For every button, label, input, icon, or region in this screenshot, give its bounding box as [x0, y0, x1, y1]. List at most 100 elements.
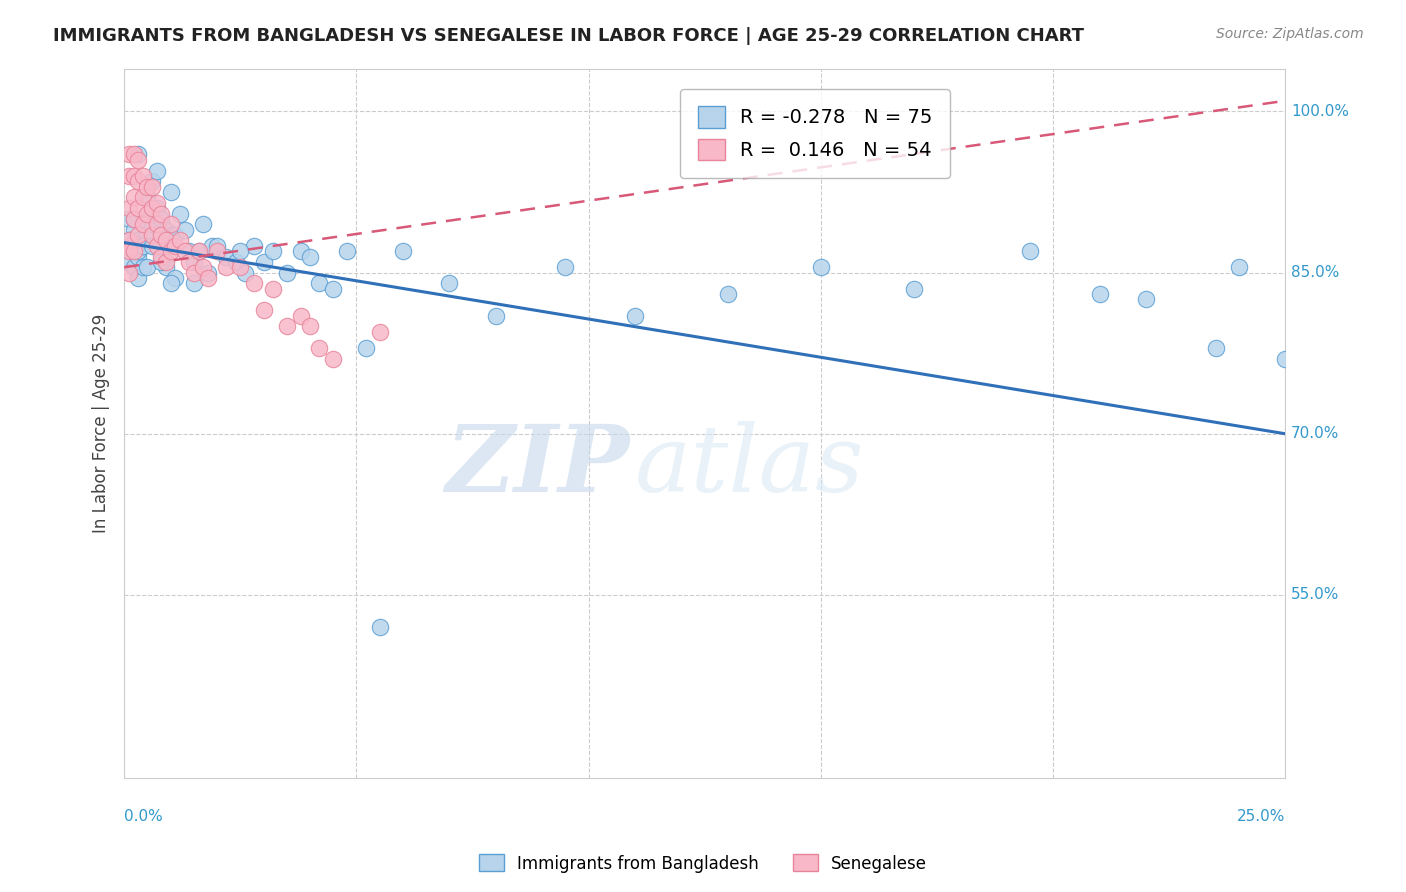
Point — [118, 169, 141, 183]
Point — [136, 227, 159, 242]
Point — [183, 266, 205, 280]
Point — [150, 211, 173, 226]
Point — [132, 211, 155, 226]
Point — [1135, 293, 1157, 307]
Point — [118, 255, 141, 269]
Point — [145, 239, 167, 253]
Point — [155, 260, 177, 275]
Text: 25.0%: 25.0% — [1237, 809, 1285, 824]
Point — [118, 147, 141, 161]
Point — [165, 271, 187, 285]
Point — [322, 351, 344, 366]
Point — [136, 206, 159, 220]
Point — [118, 266, 141, 280]
Point — [141, 227, 163, 242]
Point — [136, 260, 159, 275]
Point — [118, 201, 141, 215]
Point — [276, 319, 298, 334]
Text: ZIP: ZIP — [446, 421, 630, 510]
Text: 100.0%: 100.0% — [1291, 104, 1350, 119]
Point — [136, 179, 159, 194]
Point — [127, 174, 149, 188]
Point — [197, 271, 219, 285]
Point — [127, 201, 149, 215]
Point — [127, 153, 149, 167]
Point — [298, 250, 321, 264]
Point — [159, 217, 181, 231]
Point — [624, 309, 647, 323]
Point — [262, 282, 284, 296]
Text: Source: ZipAtlas.com: Source: ZipAtlas.com — [1216, 27, 1364, 41]
Point — [173, 244, 195, 259]
Point — [183, 255, 205, 269]
Point — [122, 190, 145, 204]
Point — [308, 341, 330, 355]
Point — [118, 234, 141, 248]
Point — [141, 201, 163, 215]
Point — [201, 239, 224, 253]
Text: 70.0%: 70.0% — [1291, 426, 1340, 442]
Point — [290, 244, 312, 259]
Point — [169, 234, 191, 248]
Point — [187, 244, 209, 259]
Point — [150, 250, 173, 264]
Point — [118, 234, 141, 248]
Point — [298, 319, 321, 334]
Point — [225, 255, 247, 269]
Point — [127, 227, 149, 242]
Point — [233, 266, 256, 280]
Point — [439, 277, 461, 291]
Point — [118, 239, 141, 253]
Point — [122, 147, 145, 161]
Point — [132, 190, 155, 204]
Point — [145, 163, 167, 178]
Point — [122, 244, 145, 259]
Point — [141, 239, 163, 253]
Point — [215, 260, 238, 275]
Point — [159, 185, 181, 199]
Point — [127, 271, 149, 285]
Point — [150, 255, 173, 269]
Point — [243, 277, 266, 291]
Point — [155, 222, 177, 236]
Point — [276, 266, 298, 280]
Point — [132, 260, 155, 275]
Point — [322, 282, 344, 296]
Point — [122, 260, 145, 275]
Point — [187, 244, 209, 259]
Point — [1227, 260, 1250, 275]
Point — [205, 239, 228, 253]
Point — [132, 239, 155, 253]
Point — [145, 239, 167, 253]
Point — [193, 217, 215, 231]
Point — [169, 206, 191, 220]
Point — [1274, 351, 1296, 366]
Point — [179, 255, 201, 269]
Legend: R = -0.278   N = 75, R =  0.146   N = 54: R = -0.278 N = 75, R = 0.146 N = 54 — [681, 89, 950, 178]
Text: 0.0%: 0.0% — [124, 809, 163, 824]
Point — [354, 341, 377, 355]
Point — [159, 244, 181, 259]
Point — [1019, 244, 1042, 259]
Point — [132, 239, 155, 253]
Point — [122, 211, 145, 226]
Point — [155, 234, 177, 248]
Point — [127, 234, 149, 248]
Point — [159, 277, 181, 291]
Point — [145, 195, 167, 210]
Point — [173, 222, 195, 236]
Point — [262, 244, 284, 259]
Point — [717, 287, 740, 301]
Point — [136, 190, 159, 204]
Point — [229, 244, 252, 259]
Point — [141, 179, 163, 194]
Point — [159, 227, 181, 242]
Point — [132, 217, 155, 231]
Point — [145, 201, 167, 215]
Point — [150, 227, 173, 242]
Point — [127, 250, 149, 264]
Point — [810, 260, 832, 275]
Point — [485, 309, 508, 323]
Point — [141, 217, 163, 231]
Point — [179, 244, 201, 259]
